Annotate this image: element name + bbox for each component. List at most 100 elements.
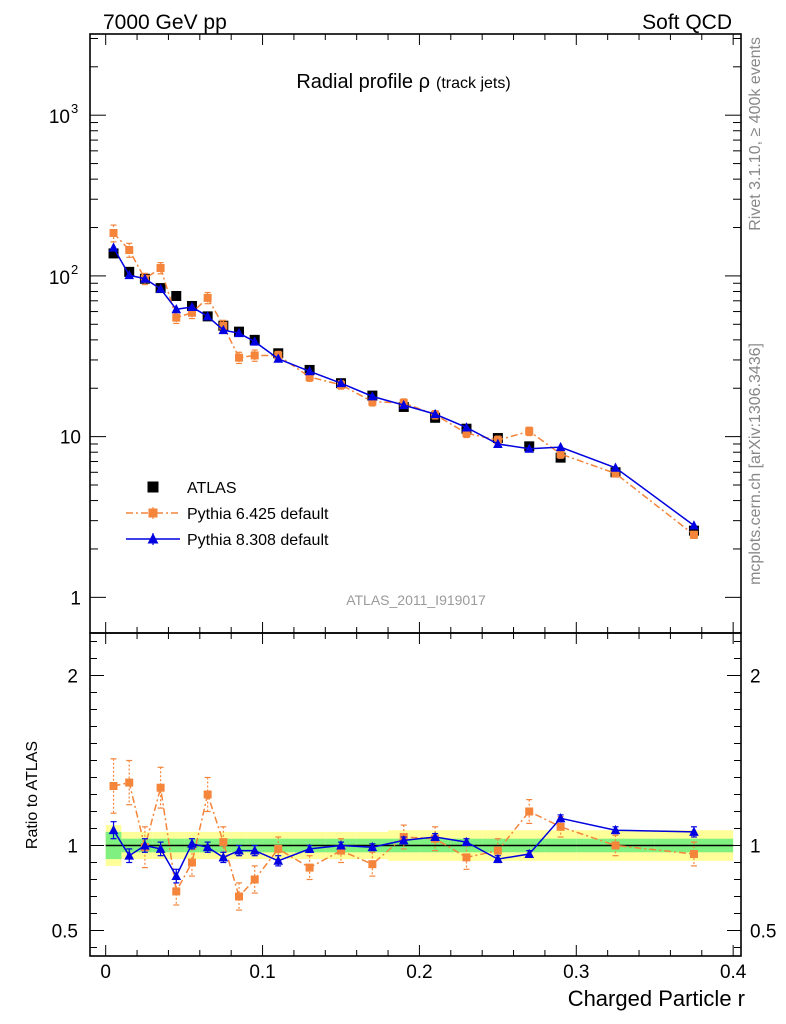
data-point	[611, 841, 620, 850]
data-point	[187, 308, 196, 317]
legend-item: Pythia 8.308 default	[126, 532, 329, 549]
legend-label: Pythia 6.425 default	[187, 506, 329, 523]
data-point	[367, 391, 378, 401]
data-point	[250, 875, 259, 884]
data-point	[171, 870, 182, 881]
series-line	[112, 817, 694, 878]
data-point	[171, 303, 182, 314]
data-point	[610, 824, 621, 835]
data-point	[430, 831, 440, 841]
data-point	[202, 311, 213, 321]
legend-item: ATLAS	[147, 480, 237, 497]
data-point	[555, 441, 566, 452]
y-tick-label-right: 0.5	[750, 922, 776, 943]
data-point	[368, 397, 377, 406]
rivet-version-label: Rivet 3.1.10, ≥ 400k events	[747, 37, 764, 231]
header-right: Soft QCD	[642, 11, 732, 34]
y-tick-label: 1	[70, 588, 81, 609]
data-point	[688, 525, 699, 536]
legend-marker	[147, 533, 159, 544]
data-point	[610, 462, 621, 472]
data-point	[218, 324, 229, 335]
data-point	[156, 263, 165, 272]
data-point	[187, 838, 197, 848]
y-tick-label-right: 1	[750, 837, 761, 858]
data-point	[140, 840, 150, 850]
y-tick-label: 10	[49, 268, 70, 289]
data-point	[430, 408, 440, 419]
legend-label: ATLAS	[187, 480, 237, 497]
y-tick-label: 10	[49, 107, 70, 128]
data-point	[689, 826, 699, 836]
data-point	[273, 353, 284, 363]
x-tick-label: 0.4	[720, 962, 747, 983]
data-point	[367, 841, 378, 852]
legend-item: Pythia 6.425 default	[126, 506, 329, 523]
series-line	[113, 781, 695, 898]
data-point	[250, 351, 259, 360]
y-tick-exponent: 3	[71, 101, 78, 116]
data-point	[109, 782, 118, 790]
analysis-watermark: ATLAS_2011_I919017	[346, 592, 486, 608]
ratio-frame	[89, 632, 742, 957]
data-point	[689, 520, 699, 530]
x-tick-label: 0.2	[406, 962, 432, 983]
data-point	[124, 850, 135, 860]
data-point	[203, 293, 212, 302]
data-point	[462, 429, 471, 438]
header-left: 7000 GeV pp	[103, 11, 227, 34]
data-point	[156, 783, 165, 792]
data-point	[461, 836, 472, 847]
data-point	[524, 443, 535, 453]
data-point	[556, 449, 565, 458]
main-title: Radial profile ρ	[296, 71, 430, 93]
data-point	[203, 790, 212, 799]
y-tick-label: 2	[67, 667, 78, 688]
series-line	[112, 232, 695, 536]
series-pythia-8-308-default	[108, 242, 699, 530]
data-point	[218, 852, 229, 862]
data-point	[124, 269, 135, 280]
data-point	[187, 858, 196, 867]
x-tick-label: 0.1	[249, 962, 275, 983]
data-point	[273, 855, 284, 865]
data-point	[336, 377, 346, 388]
legend-marker	[147, 481, 159, 493]
x-tick-label: 0	[100, 962, 111, 983]
data-point	[462, 853, 471, 862]
data-point	[108, 242, 119, 252]
data-point	[493, 438, 503, 448]
data-point	[155, 283, 166, 293]
data-point	[274, 844, 283, 853]
data-point	[555, 813, 566, 823]
data-point	[493, 853, 503, 864]
data-point	[125, 778, 134, 787]
ratio-y-axis-label: Ratio to ATLAS	[24, 741, 41, 849]
data-point	[187, 301, 197, 312]
data-point	[368, 860, 377, 869]
data-point	[336, 846, 345, 855]
data-point	[234, 845, 244, 855]
data-point	[234, 327, 244, 338]
data-point	[689, 850, 698, 858]
mcplots-label: mcplots.cern.ch [arXiv:1306.3436]	[747, 343, 764, 585]
data-point	[140, 273, 150, 283]
y-tick-label: 1	[67, 837, 78, 858]
y-tick-label-right: 2	[750, 667, 761, 688]
data-point	[304, 843, 315, 853]
data-point	[125, 245, 134, 254]
data-point	[219, 838, 228, 847]
data-point	[398, 399, 409, 410]
data-point	[202, 841, 213, 852]
data-point	[398, 835, 409, 845]
data-point	[556, 822, 565, 831]
data-point	[525, 807, 534, 816]
data-point	[249, 845, 260, 855]
series-pythia-8-308-default	[108, 813, 699, 884]
data-point	[493, 846, 502, 855]
data-point	[611, 469, 620, 478]
main-subtitle: (track jets)	[436, 75, 511, 92]
x-axis-label: Charged Particle r	[568, 986, 745, 1011]
legend-marker	[148, 508, 158, 518]
